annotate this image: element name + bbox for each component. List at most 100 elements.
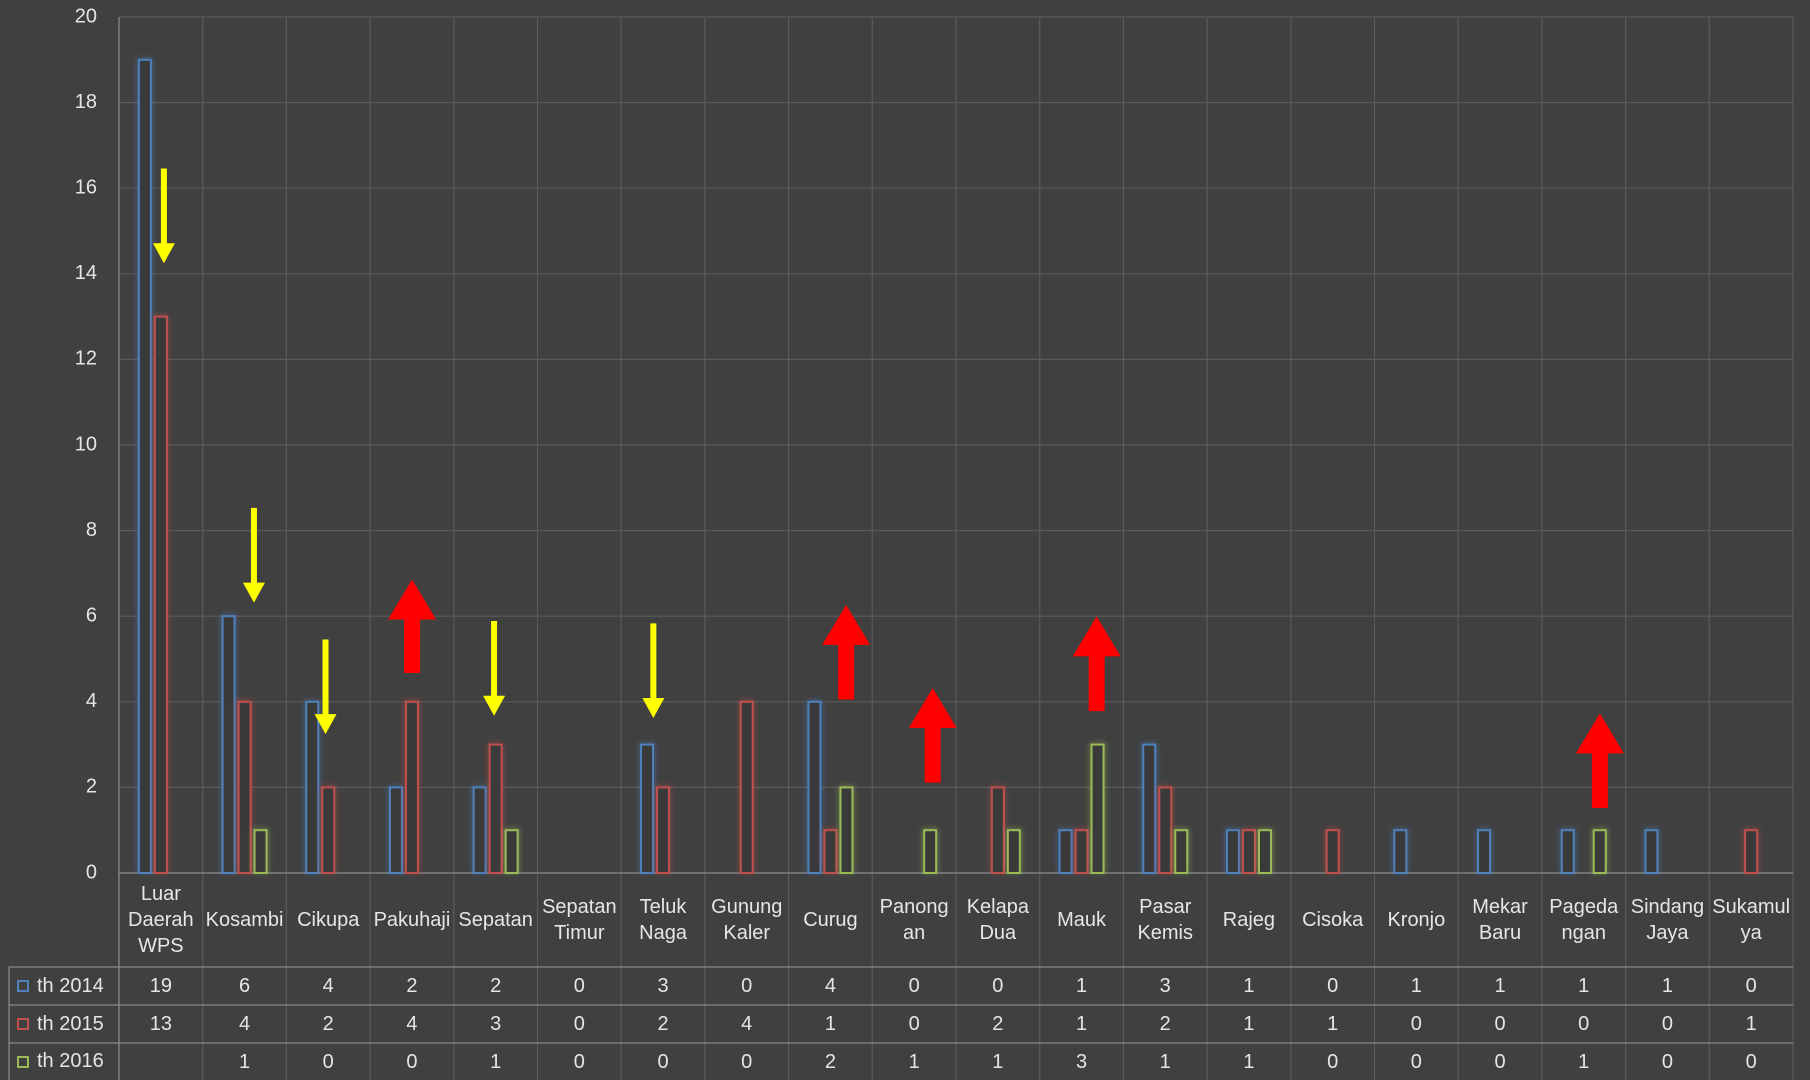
category-label: Curug bbox=[803, 909, 858, 931]
y-tick-label: 18 bbox=[75, 91, 97, 113]
table-value: 6 bbox=[238, 975, 251, 997]
category-label: Mekar Baru bbox=[1472, 896, 1528, 944]
bar bbox=[640, 743, 655, 874]
bar bbox=[388, 786, 403, 875]
table-value: 4 bbox=[824, 975, 836, 997]
table-value: 1 bbox=[1745, 1013, 1757, 1035]
table-value: 1 bbox=[908, 1050, 920, 1073]
bar bbox=[739, 700, 754, 874]
table-value: 0 bbox=[1578, 1013, 1590, 1035]
table-value: 0 bbox=[1327, 1050, 1339, 1073]
table-value: 2 bbox=[490, 975, 502, 997]
legend-swatch bbox=[17, 1018, 29, 1030]
table-value: 0 bbox=[1410, 1050, 1422, 1073]
bar bbox=[1006, 829, 1021, 875]
table-value: 3 bbox=[1075, 1050, 1088, 1073]
table-value: 0 bbox=[908, 1013, 920, 1035]
bar bbox=[1644, 829, 1659, 875]
y-tick-label: 2 bbox=[86, 776, 97, 798]
bar bbox=[404, 700, 419, 874]
bar bbox=[1225, 829, 1240, 875]
table-value: 0 bbox=[406, 1050, 418, 1073]
bar bbox=[1560, 829, 1575, 875]
category-label: Cisoka bbox=[1302, 909, 1364, 931]
category-label: Pakuhaji bbox=[373, 909, 451, 931]
table-value: 1 bbox=[1075, 1013, 1088, 1035]
bar bbox=[656, 786, 671, 875]
table-value: 19 bbox=[149, 975, 172, 997]
table-value: 1 bbox=[1578, 1050, 1590, 1073]
bar bbox=[1074, 829, 1089, 875]
legend-label: th 2014 bbox=[37, 974, 104, 997]
category-label: Cikupa bbox=[297, 909, 360, 931]
table-value: 1 bbox=[490, 1050, 502, 1073]
bar bbox=[1158, 786, 1173, 875]
table-value: 2 bbox=[992, 1013, 1004, 1035]
table-value: 1 bbox=[1327, 1013, 1339, 1035]
arrow-head bbox=[642, 697, 665, 718]
table-value: 3 bbox=[657, 975, 669, 997]
bar bbox=[1241, 829, 1256, 875]
table-value: 1 bbox=[1243, 1050, 1255, 1073]
legend-label: th 2015 bbox=[37, 1012, 104, 1035]
table-value: 2 bbox=[322, 1013, 334, 1035]
table-value: 4 bbox=[322, 975, 334, 997]
legend-swatch bbox=[17, 1055, 29, 1068]
table-value: 3 bbox=[490, 1013, 502, 1035]
y-tick-label: 6 bbox=[86, 604, 97, 626]
table-value: 0 bbox=[1661, 1013, 1673, 1035]
bar bbox=[1325, 829, 1340, 875]
bar bbox=[472, 786, 487, 875]
table-value: 1 bbox=[1661, 975, 1673, 997]
category-label: Sukamulya bbox=[1712, 896, 1791, 944]
table-value: 0 bbox=[908, 975, 920, 997]
y-tick-label: 12 bbox=[75, 348, 97, 370]
legend-entry: th 2015 bbox=[9, 1005, 119, 1043]
y-tick-label: 20 bbox=[75, 5, 97, 27]
table-value: 0 bbox=[1661, 1050, 1673, 1073]
y-tick-label: 0 bbox=[86, 861, 97, 883]
bar bbox=[807, 700, 822, 874]
bar bbox=[1257, 829, 1272, 875]
y-tick-label: 8 bbox=[86, 519, 97, 541]
table-value: 1 bbox=[1410, 975, 1422, 997]
category-label: Kronjo bbox=[1387, 909, 1446, 931]
y-tick-label: 14 bbox=[75, 262, 97, 284]
table-value: 1 bbox=[1075, 975, 1088, 997]
category-label: Sepatan Timur bbox=[542, 896, 617, 944]
table-value: 2 bbox=[1159, 1013, 1171, 1035]
legend-label: th 2016 bbox=[37, 1050, 104, 1072]
y-tick-label: 4 bbox=[86, 690, 97, 712]
bar bbox=[305, 700, 320, 874]
bar bbox=[1090, 743, 1105, 874]
category-label: Sepatan bbox=[458, 909, 533, 931]
table-value: 1 bbox=[1578, 975, 1590, 997]
table-value: 2 bbox=[657, 1013, 669, 1035]
arrow-head bbox=[242, 582, 265, 603]
bar bbox=[221, 615, 236, 874]
arrow-head bbox=[483, 695, 506, 716]
table-value: 0 bbox=[1494, 1050, 1506, 1073]
arrow-up bbox=[388, 579, 437, 673]
table-value: 4 bbox=[238, 1013, 251, 1035]
category-label: Pagedangan bbox=[1549, 896, 1619, 944]
table-value: 0 bbox=[992, 975, 1004, 997]
legend-entry: th 2014 bbox=[9, 967, 119, 1005]
table-value: 0 bbox=[573, 975, 585, 997]
category-label: Luar Daerah WPS bbox=[128, 883, 194, 957]
table-value: 1 bbox=[1243, 1013, 1255, 1035]
bar bbox=[237, 700, 252, 874]
bar bbox=[1174, 829, 1189, 875]
arrow-head bbox=[152, 243, 175, 264]
table-value: 1 bbox=[1494, 975, 1506, 997]
bar bbox=[839, 786, 854, 875]
arrow-up bbox=[1575, 713, 1624, 809]
table-value: 1 bbox=[824, 1013, 836, 1035]
bar bbox=[923, 829, 938, 875]
table-value: 0 bbox=[1410, 1013, 1422, 1035]
arrow-head bbox=[314, 714, 337, 735]
table-value: 4 bbox=[741, 1013, 753, 1035]
table-value: 1 bbox=[1159, 1050, 1171, 1073]
